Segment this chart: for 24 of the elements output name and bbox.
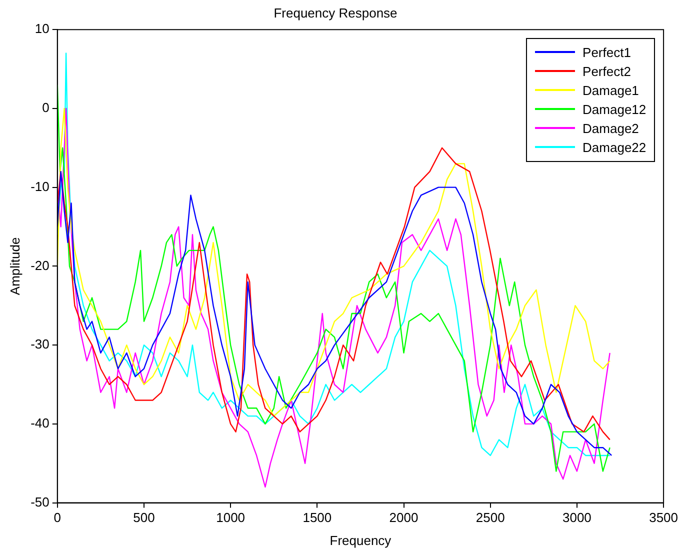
y-tick-label: 0 (42, 100, 50, 116)
y-tick-label: -10 (30, 178, 50, 194)
y-tick-label: -30 (30, 336, 50, 352)
legend-label: Perfect1 (582, 44, 631, 62)
y-tick-label: 10 (34, 21, 50, 36)
x-tick-label: 500 (133, 510, 155, 526)
legend-label: Perfect2 (582, 62, 631, 81)
x-tick-label: 0 (54, 510, 62, 526)
x-tick-label: 2000 (389, 510, 418, 526)
x-tick-label: 3000 (562, 510, 592, 526)
x-tick-label: 1000 (216, 510, 246, 526)
legend-label: Damage12 (582, 100, 646, 119)
y-tick-label: -20 (30, 258, 50, 273)
legend-label: Damage1 (582, 82, 639, 100)
legend-label: Damage22 (582, 138, 646, 157)
y-tick-label: -50 (30, 494, 50, 510)
x-tick-label: 3500 (649, 510, 678, 526)
legend-label: Damage2 (582, 120, 639, 138)
x-tick-label: 2500 (476, 510, 505, 526)
x-axis-title: Frequency (330, 532, 392, 548)
y-axis-title: Amplitude (7, 237, 22, 296)
x-tick-label: 1500 (302, 510, 332, 526)
chart-title: Frequency Response (274, 5, 398, 20)
y-tick-label: -40 (30, 416, 50, 431)
